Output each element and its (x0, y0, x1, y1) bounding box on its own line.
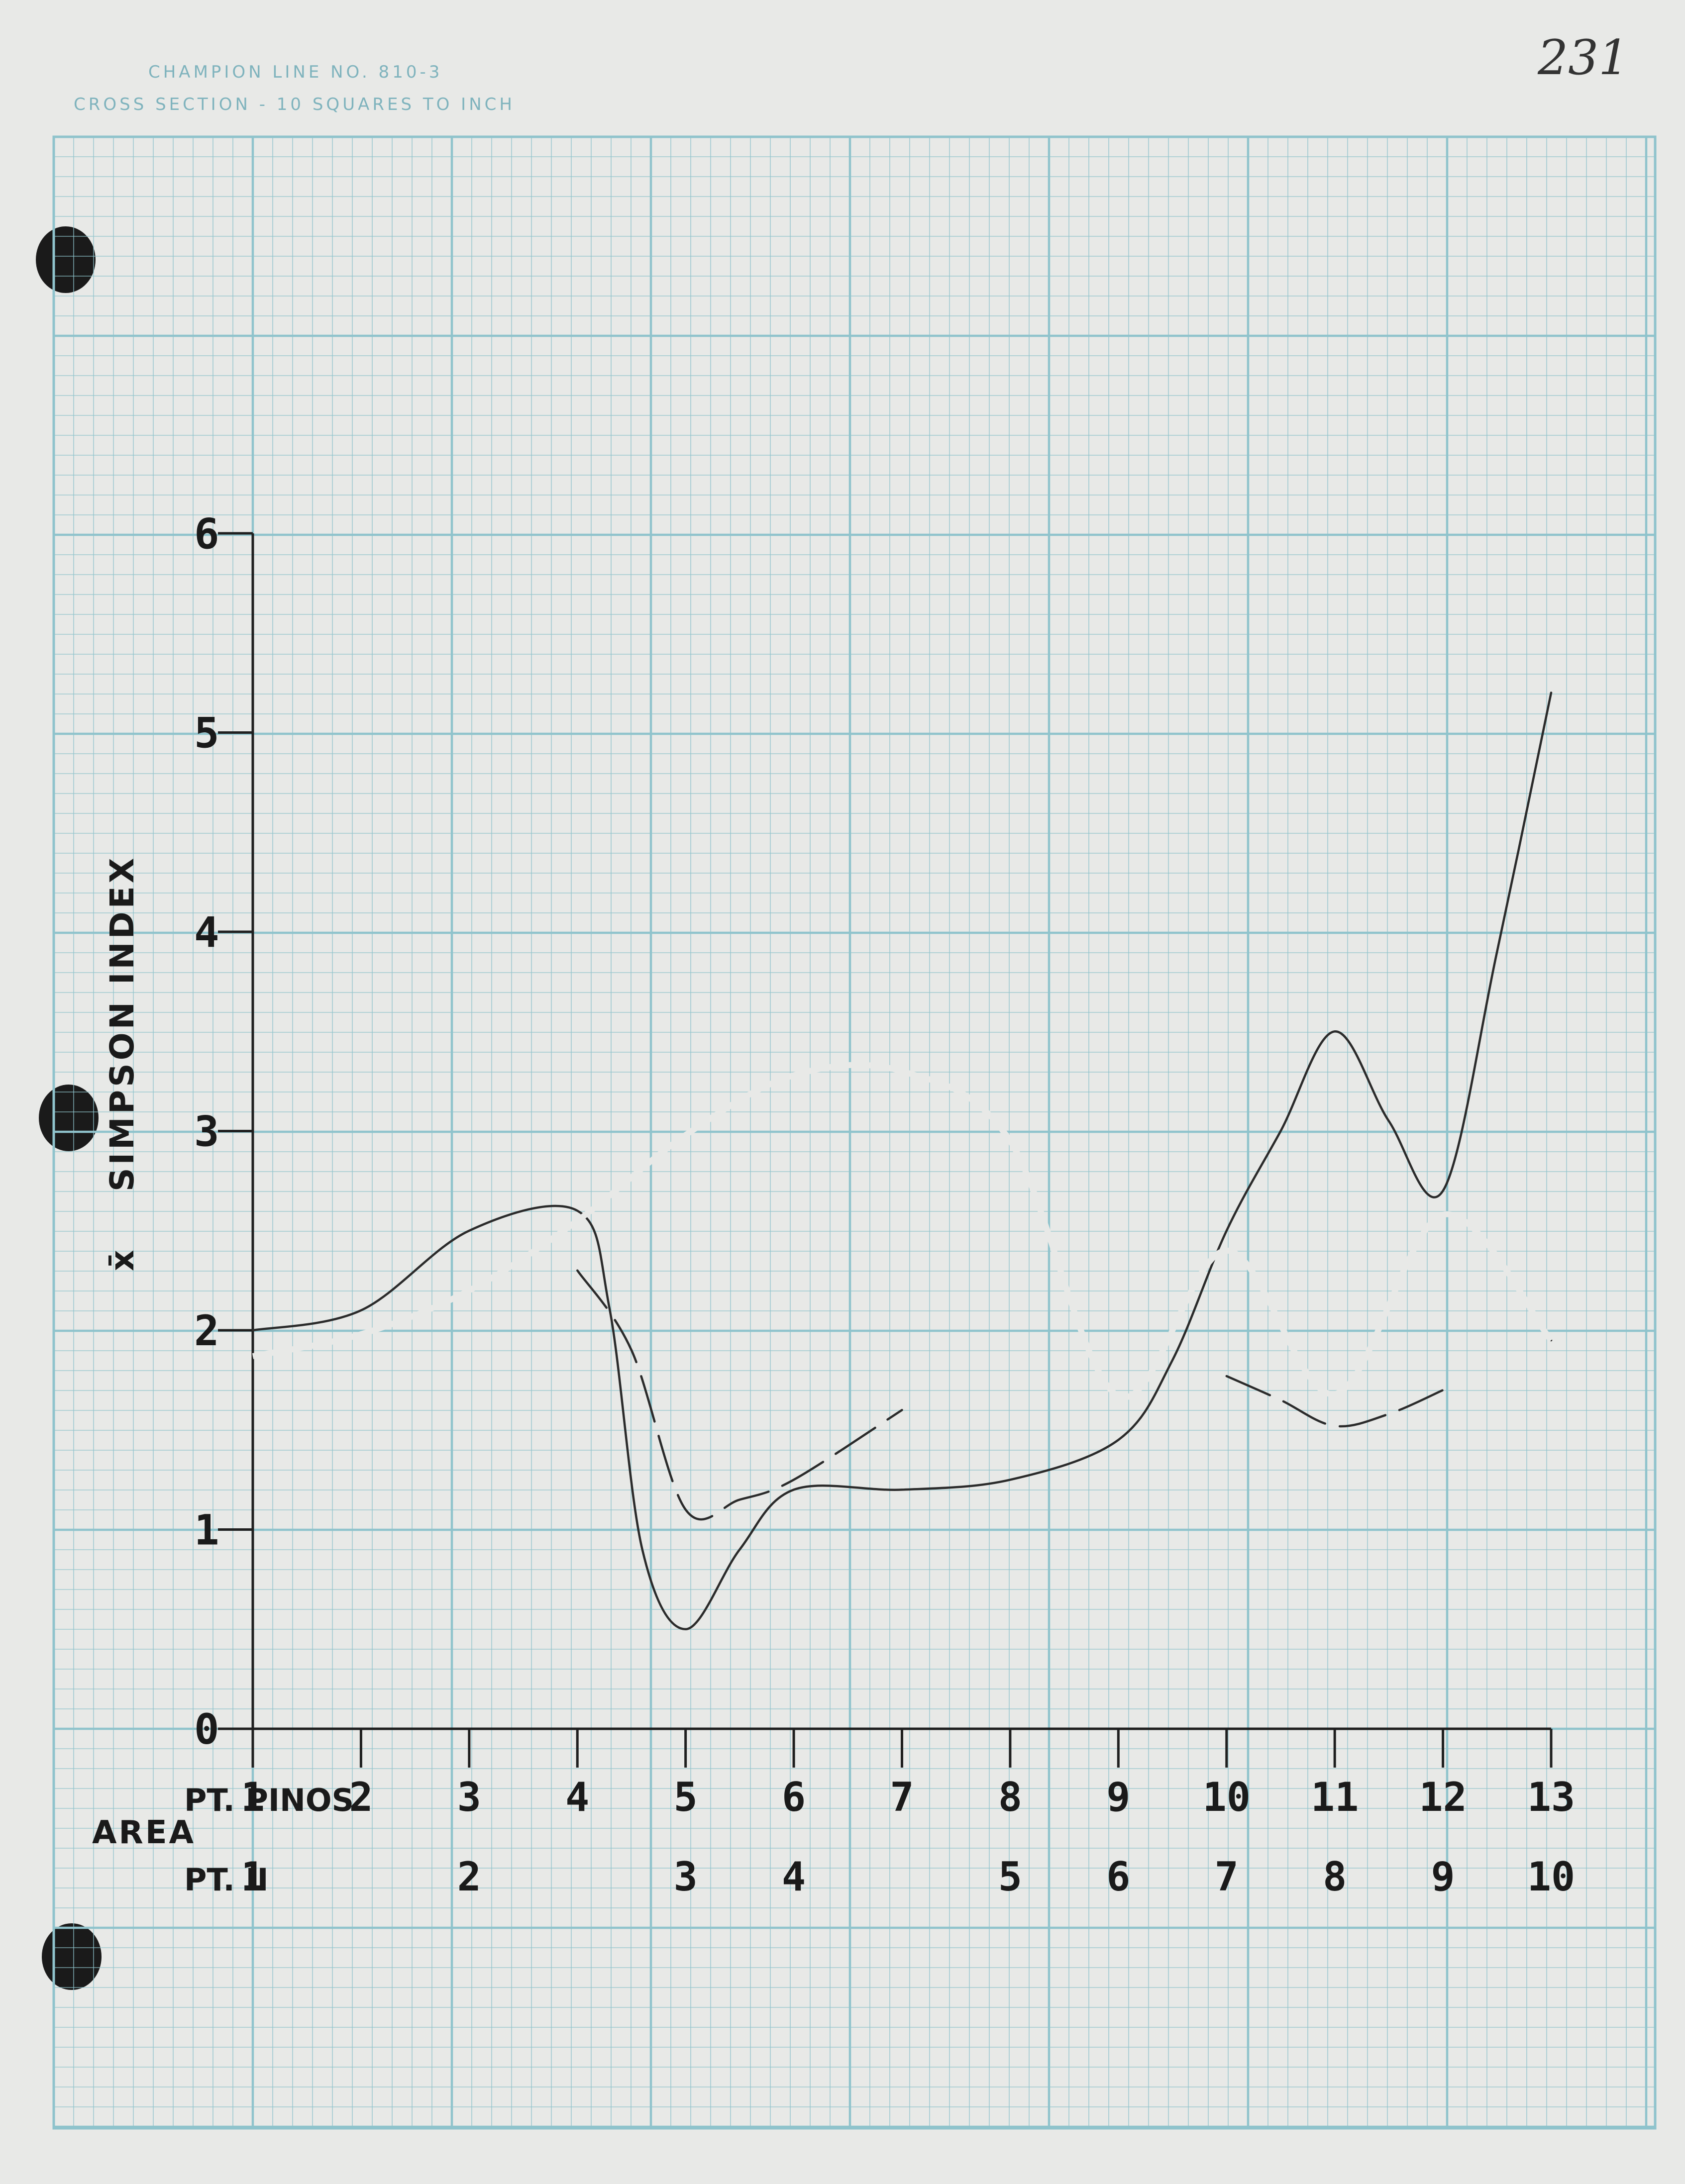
x-tick-label: 9 (1431, 1854, 1455, 1900)
x-tick-label: 4 (565, 1774, 589, 1820)
x-tick-label: 6 (1106, 1854, 1130, 1900)
x-axis-row-label: PT. PINOS (184, 1782, 354, 1818)
x-tick-label: 5 (998, 1854, 1022, 1900)
x-tick-label: 4 (782, 1854, 806, 1900)
x-tick-label: 13 (1527, 1774, 1575, 1820)
x-tick-label: 1 (241, 1854, 265, 1900)
x-tick-label: 1 (241, 1774, 265, 1820)
series-line-dashed (576, 1269, 903, 1521)
y-tick-label: 1 (194, 1506, 219, 1555)
x-tick-label: 6 (782, 1774, 806, 1820)
y-tick-label: 2 (194, 1306, 219, 1355)
x-axis-row-label: PT. II (184, 1862, 269, 1898)
y-tick-label: 5 (194, 709, 219, 758)
x-tick-label: 2 (349, 1774, 373, 1820)
chart-axes (251, 533, 1551, 1730)
x-tick-label: 3 (457, 1774, 481, 1820)
x-tick-label: 12 (1419, 1774, 1467, 1820)
x-axis-title: AREA (92, 1814, 196, 1851)
paper-header-line2: CROSS SECTION - 10 SQUARES TO INCH (74, 95, 515, 114)
x-tick-label: 8 (998, 1774, 1022, 1820)
x-tick-label: 3 (674, 1854, 698, 1900)
binder-hole-bottom (42, 1923, 102, 1990)
chart-series (251, 692, 1554, 1631)
x-tick-label: 7 (1215, 1854, 1239, 1900)
y-axis-label: SIMPSON INDEX (103, 855, 141, 1191)
y-tick-label: 6 (194, 509, 219, 558)
x-tick-label: 5 (674, 1774, 698, 1820)
y-axis-ticks: 0 1 2 3 4 5 6 (194, 509, 253, 1754)
series-line-double-inner (252, 1062, 1554, 1400)
binder-hole-top (36, 226, 96, 293)
series-line-dashed (1225, 1375, 1444, 1428)
paper-header-line1: CHAMPION LINE NO. 810-3 (148, 62, 443, 82)
x-tick-label: 11 (1311, 1774, 1359, 1820)
page-number: 231 (1538, 30, 1629, 86)
x-tick-label: 9 (1106, 1774, 1130, 1820)
y-tick-label: 0 (194, 1705, 219, 1754)
x-tick-label: 10 (1527, 1854, 1575, 1900)
x-tick-label: 10 (1203, 1774, 1251, 1820)
x-tick-label: 8 (1323, 1854, 1347, 1900)
y-tick-label: 4 (194, 908, 219, 957)
x-tick-label: 2 (457, 1854, 481, 1900)
y-tick-label: 3 (194, 1107, 219, 1156)
series-line-solid (251, 692, 1553, 1631)
binder-hole-middle (39, 1085, 99, 1151)
series-line-double (251, 1064, 1553, 1399)
x-tick-label: 7 (890, 1774, 914, 1820)
y-axis-label-symbol: x̄ (103, 1250, 141, 1271)
